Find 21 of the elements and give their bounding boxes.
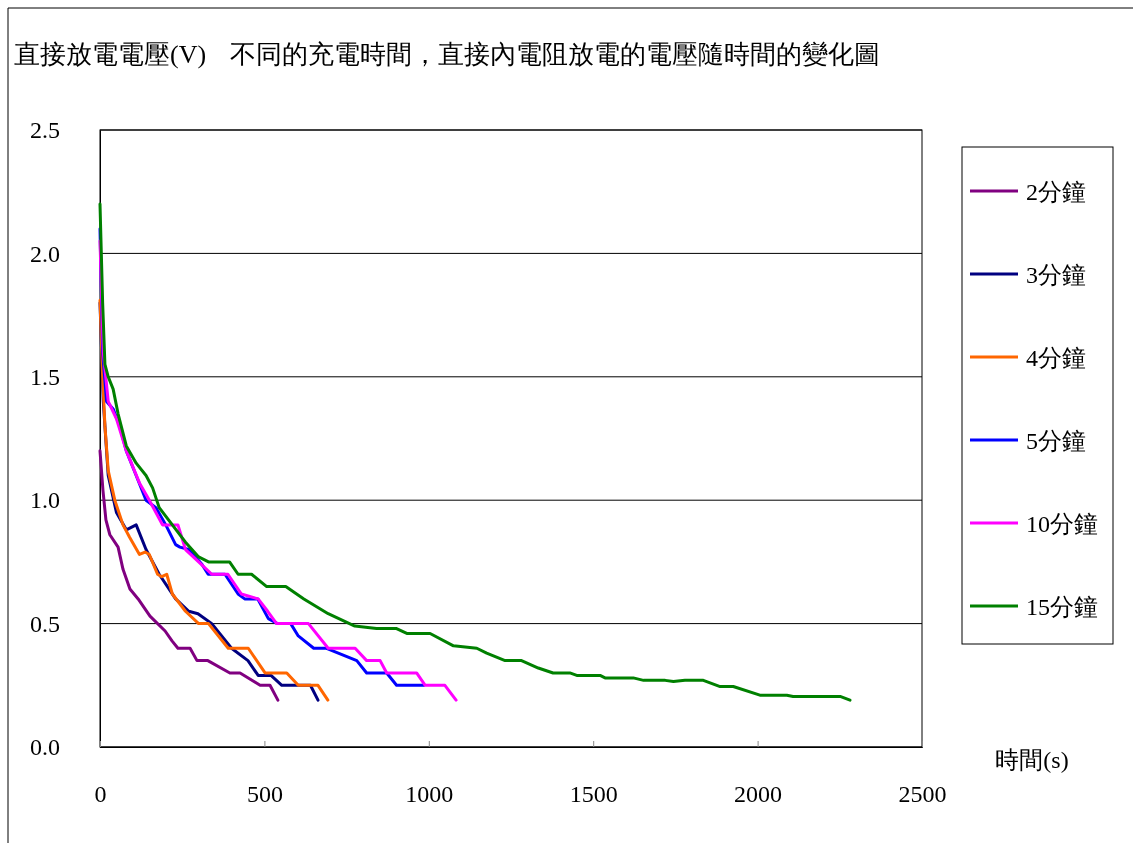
y-tick-label: 1.5 (30, 363, 60, 390)
y-axis-title: 直接放電電壓(V) (14, 40, 207, 69)
x-axis-title: 時間(s) (995, 747, 1069, 773)
legend-label: 2分鐘 (1026, 179, 1086, 205)
legend-label: 15分鐘 (1026, 594, 1098, 620)
y-tick-label: 0.5 (30, 610, 60, 637)
legend-label: 5分鐘 (1026, 428, 1086, 454)
legend-label: 4分鐘 (1026, 345, 1086, 371)
x-tick-label: 0 (94, 781, 107, 808)
x-tick-label: 1500 (569, 781, 618, 808)
x-tick-label: 500 (246, 781, 283, 808)
legend-label: 3分鐘 (1026, 262, 1086, 288)
x-tick-label: 2500 (898, 781, 947, 808)
y-tick-label: 1.0 (30, 487, 60, 514)
y-tick-label: 2.5 (30, 117, 60, 144)
legend-label: 10分鐘 (1026, 511, 1098, 537)
x-tick-label: 1000 (405, 781, 454, 808)
y-tick-label: 0.0 (30, 734, 60, 761)
y-tick-label: 2.0 (30, 240, 60, 267)
x-tick-label: 2000 (734, 781, 783, 808)
chart-title: 不同的充電時間，直接內電阻放電的電壓隨時間的變化圖 (230, 40, 881, 69)
